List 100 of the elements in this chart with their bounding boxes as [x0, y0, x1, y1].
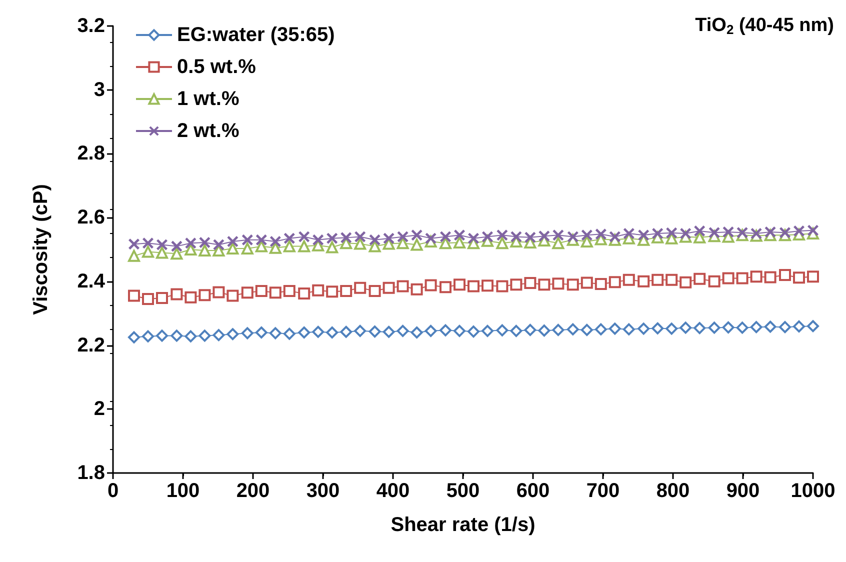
point	[410, 238, 423, 251]
point	[298, 231, 310, 242]
legend-label: EG:water (35:65)	[177, 24, 335, 46]
point	[142, 292, 154, 305]
point	[128, 250, 140, 262]
point	[156, 330, 168, 342]
point	[241, 242, 254, 255]
x-tick-label: 300	[306, 480, 340, 502]
point	[368, 326, 381, 338]
point	[581, 230, 592, 241]
point	[454, 278, 466, 291]
point	[538, 278, 550, 291]
point	[184, 244, 197, 256]
point	[283, 328, 296, 340]
y-tick-label: 2	[94, 398, 105, 420]
point	[298, 288, 310, 300]
point	[312, 284, 324, 296]
point	[198, 289, 211, 302]
point	[185, 238, 196, 249]
point	[440, 237, 452, 250]
point	[666, 232, 678, 244]
point	[255, 326, 268, 339]
point	[227, 236, 238, 248]
point	[482, 324, 494, 337]
point	[764, 320, 776, 333]
point	[708, 322, 720, 334]
point	[680, 228, 692, 240]
point	[567, 231, 578, 242]
point	[226, 290, 239, 302]
point	[241, 327, 254, 340]
point	[369, 234, 380, 246]
point	[128, 238, 140, 250]
point	[510, 278, 522, 291]
point	[269, 327, 282, 340]
point	[566, 323, 579, 336]
point	[340, 232, 352, 244]
point	[580, 324, 593, 336]
point	[468, 326, 480, 338]
point	[708, 227, 720, 238]
point	[750, 270, 762, 283]
point	[424, 324, 437, 337]
point	[482, 231, 493, 242]
point	[382, 282, 395, 294]
point	[566, 278, 579, 291]
point	[652, 322, 664, 334]
point	[170, 330, 183, 342]
point	[340, 326, 352, 338]
point	[764, 226, 776, 238]
point	[524, 324, 536, 336]
point	[708, 275, 720, 288]
point	[383, 232, 394, 244]
point	[750, 321, 762, 334]
point	[552, 324, 564, 336]
point	[396, 324, 409, 337]
point	[199, 236, 210, 248]
point	[454, 236, 466, 248]
point	[410, 326, 423, 339]
point	[128, 290, 140, 302]
point	[638, 230, 650, 241]
point	[326, 326, 338, 339]
point	[396, 237, 409, 250]
point	[496, 237, 508, 250]
point	[666, 227, 678, 238]
y-tick-label: 2.2	[77, 334, 105, 356]
point	[694, 225, 706, 236]
x-tick-label: 1000	[790, 480, 836, 502]
point	[284, 232, 295, 244]
point	[142, 238, 154, 249]
point	[750, 228, 762, 240]
legend-label: 1 wt.%	[177, 88, 240, 110]
point	[270, 236, 281, 248]
point	[226, 328, 239, 340]
point	[312, 326, 324, 338]
point	[807, 270, 819, 283]
point	[354, 324, 366, 337]
point	[255, 240, 268, 252]
point	[552, 237, 564, 250]
point	[156, 292, 168, 304]
point	[608, 322, 621, 335]
point	[736, 227, 748, 238]
point	[595, 228, 606, 240]
x-tick-label: 600	[516, 480, 550, 502]
point	[142, 330, 154, 342]
point	[298, 240, 310, 252]
point	[510, 231, 522, 242]
point	[424, 279, 437, 292]
point	[652, 228, 664, 240]
point	[440, 231, 451, 242]
point	[722, 321, 734, 334]
point	[638, 275, 650, 288]
point	[694, 231, 706, 244]
point	[440, 324, 452, 336]
point	[354, 238, 366, 250]
x-tick-label: 700	[586, 480, 620, 502]
point	[156, 239, 168, 250]
point	[652, 274, 664, 286]
point	[794, 225, 804, 236]
point	[368, 240, 381, 252]
point	[694, 322, 706, 334]
point	[694, 272, 706, 285]
